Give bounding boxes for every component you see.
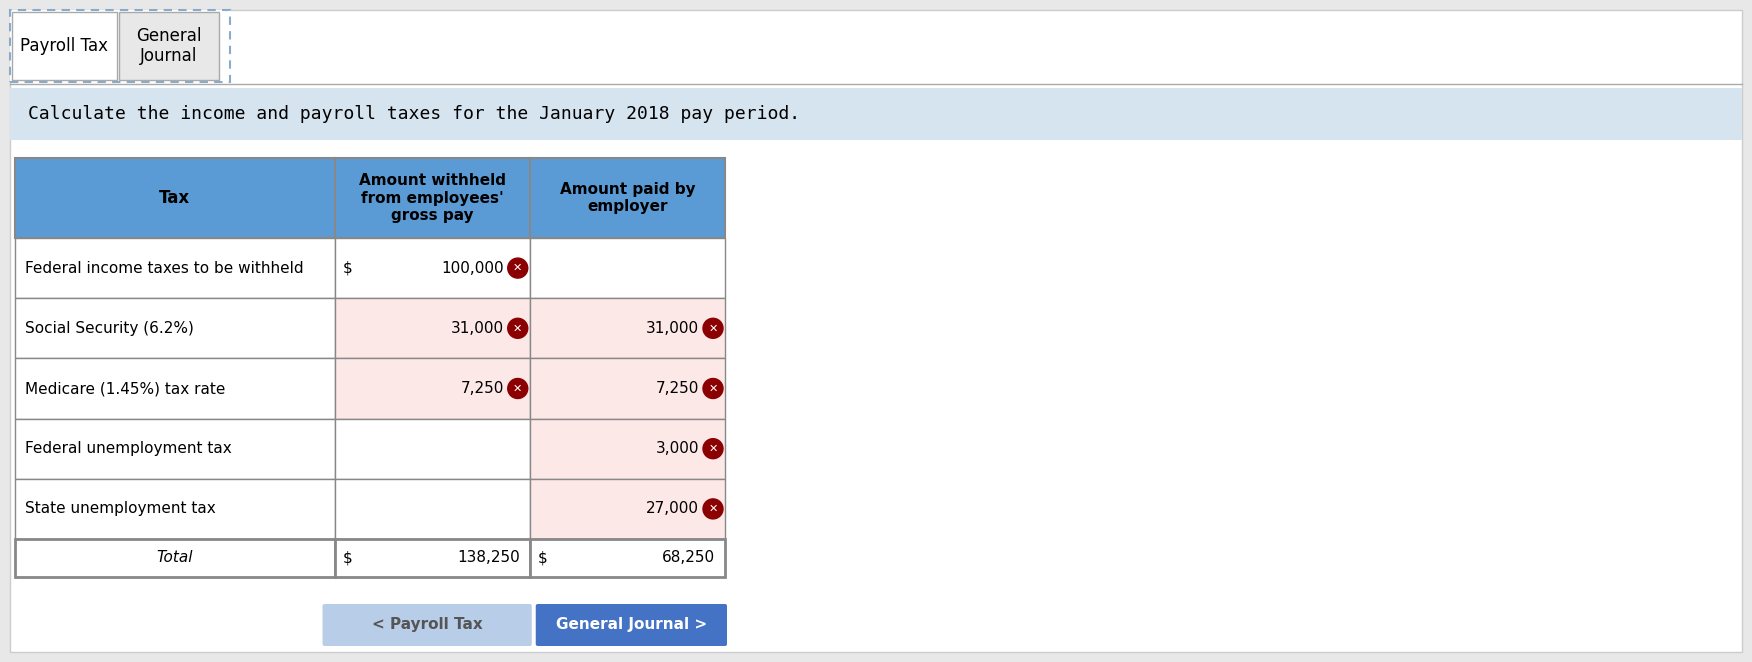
Text: 68,250: 68,250	[662, 551, 715, 565]
Text: Amount withheld
from employees'
gross pay: Amount withheld from employees' gross pa…	[359, 173, 506, 223]
Text: 31,000: 31,000	[646, 321, 699, 336]
Text: General
Journal: General Journal	[137, 26, 201, 66]
FancyBboxPatch shape	[529, 418, 725, 479]
Text: State unemployment tax: State unemployment tax	[25, 501, 215, 516]
Text: ✕: ✕	[708, 323, 718, 333]
Text: $: $	[538, 551, 548, 565]
FancyBboxPatch shape	[16, 238, 335, 298]
Text: ✕: ✕	[513, 383, 522, 393]
FancyBboxPatch shape	[16, 358, 335, 418]
FancyBboxPatch shape	[335, 479, 529, 539]
FancyBboxPatch shape	[16, 158, 725, 238]
FancyBboxPatch shape	[335, 298, 529, 358]
FancyBboxPatch shape	[322, 604, 533, 646]
Circle shape	[703, 379, 724, 399]
Text: Total: Total	[156, 551, 193, 565]
Circle shape	[508, 258, 527, 278]
Text: ✕: ✕	[708, 504, 718, 514]
Text: ✕: ✕	[513, 323, 522, 333]
Text: Federal income taxes to be withheld: Federal income taxes to be withheld	[25, 261, 303, 275]
Text: ✕: ✕	[513, 263, 522, 273]
Circle shape	[508, 379, 527, 399]
Text: Medicare (1.45%) tax rate: Medicare (1.45%) tax rate	[25, 381, 226, 396]
Text: Amount paid by
employer: Amount paid by employer	[559, 182, 696, 214]
FancyBboxPatch shape	[119, 12, 219, 80]
FancyBboxPatch shape	[335, 358, 529, 418]
Text: Social Security (6.2%): Social Security (6.2%)	[25, 321, 194, 336]
Text: Tax: Tax	[159, 189, 191, 207]
Text: 100,000: 100,000	[442, 261, 505, 275]
Text: 138,250: 138,250	[457, 551, 520, 565]
Text: 27,000: 27,000	[646, 501, 699, 516]
Text: ✕: ✕	[708, 383, 718, 393]
FancyBboxPatch shape	[335, 238, 529, 298]
Text: Calculate the income and payroll taxes for the January 2018 pay period.: Calculate the income and payroll taxes f…	[28, 105, 801, 123]
FancyBboxPatch shape	[16, 479, 335, 539]
Text: General Journal >: General Journal >	[555, 618, 708, 632]
FancyBboxPatch shape	[16, 418, 335, 479]
Text: Payroll Tax: Payroll Tax	[21, 37, 109, 55]
Text: $: $	[342, 551, 352, 565]
Text: 31,000: 31,000	[450, 321, 505, 336]
FancyBboxPatch shape	[529, 238, 725, 298]
Text: $: $	[342, 261, 352, 275]
Circle shape	[703, 439, 724, 459]
FancyBboxPatch shape	[11, 10, 1741, 652]
Text: 7,250: 7,250	[655, 381, 699, 396]
FancyBboxPatch shape	[536, 604, 727, 646]
FancyBboxPatch shape	[529, 539, 725, 577]
FancyBboxPatch shape	[529, 479, 725, 539]
FancyBboxPatch shape	[16, 298, 335, 358]
FancyBboxPatch shape	[529, 298, 725, 358]
Text: 7,250: 7,250	[461, 381, 505, 396]
Circle shape	[703, 318, 724, 338]
Text: ✕: ✕	[708, 444, 718, 453]
Text: 3,000: 3,000	[655, 441, 699, 456]
FancyBboxPatch shape	[335, 539, 529, 577]
Circle shape	[703, 499, 724, 519]
FancyBboxPatch shape	[529, 358, 725, 418]
Text: Federal unemployment tax: Federal unemployment tax	[25, 441, 231, 456]
Circle shape	[508, 318, 527, 338]
Text: < Payroll Tax: < Payroll Tax	[371, 618, 482, 632]
FancyBboxPatch shape	[11, 10, 230, 82]
FancyBboxPatch shape	[12, 12, 117, 80]
FancyBboxPatch shape	[335, 418, 529, 479]
FancyBboxPatch shape	[11, 88, 1741, 140]
FancyBboxPatch shape	[16, 539, 335, 577]
